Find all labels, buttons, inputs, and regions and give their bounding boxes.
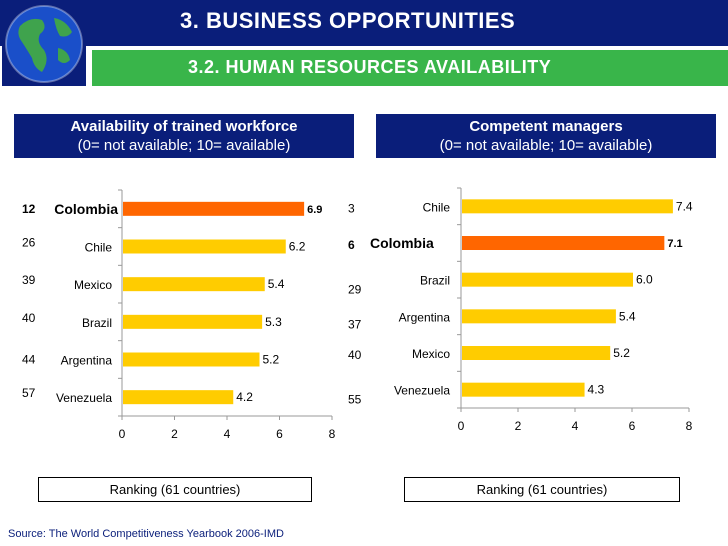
right-bar-chart: 0 2 4 6 8 7.4 Chile 3 7.1 Colombia 6 6.0 Brazil 29 5.4… bbox=[348, 187, 693, 433]
bar bbox=[462, 382, 585, 397]
bar bbox=[462, 199, 673, 214]
category-label: Mexico bbox=[412, 347, 450, 361]
x-tick-label: 2 bbox=[171, 427, 178, 441]
category-label: Colombia bbox=[54, 201, 118, 217]
data-label: 5.4 bbox=[619, 309, 636, 323]
ranking-label: 3 bbox=[348, 201, 355, 215]
ranking-label: 44 bbox=[22, 353, 36, 367]
bar bbox=[123, 390, 234, 405]
category-label: Argentina bbox=[399, 310, 451, 324]
category-label: Venezuela bbox=[56, 391, 112, 405]
right-ranking-caption: Ranking (61 countries) bbox=[404, 477, 680, 502]
data-label: 5.2 bbox=[263, 353, 280, 367]
source-note: Source: The World Competitiveness Yearbo… bbox=[8, 528, 284, 540]
page-title: 3. BUSINESS OPPORTUNITIES bbox=[180, 8, 516, 33]
left-chart-subtitle: (0= not available; 10= available) bbox=[77, 137, 291, 154]
x-tick-label: 0 bbox=[458, 419, 465, 433]
data-label: 6.0 bbox=[636, 273, 653, 287]
ranking-label: 6 bbox=[348, 238, 355, 252]
ranking-label: 12 bbox=[22, 202, 36, 216]
header-bar bbox=[0, 0, 728, 46]
bar bbox=[123, 239, 286, 254]
category-label: Argentina bbox=[61, 354, 113, 368]
ranking-label: 55 bbox=[348, 393, 362, 407]
ranking-label: 29 bbox=[348, 283, 362, 297]
bar bbox=[462, 236, 665, 250]
right-chart-subtitle: (0= not available; 10= available) bbox=[439, 137, 653, 154]
data-label: 5.4 bbox=[268, 277, 285, 291]
bar bbox=[462, 272, 633, 287]
bar bbox=[123, 314, 263, 329]
bar bbox=[123, 201, 305, 216]
left-ranking-caption: Ranking (61 countries) bbox=[38, 477, 312, 502]
subtitle-band bbox=[92, 50, 728, 86]
category-label: Venezuela bbox=[394, 384, 450, 398]
left-chart-title: Availability of trained workforce bbox=[70, 118, 298, 135]
bar bbox=[123, 277, 265, 292]
left-bar-chart: 0 2 4 6 8 6.9 Colombia 12 6.2 Chile 26 5.4 Mexico 39 5… bbox=[22, 189, 336, 441]
data-label: 4.2 bbox=[236, 390, 253, 404]
bar bbox=[462, 346, 611, 360]
x-tick-label: 2 bbox=[515, 419, 522, 433]
bar bbox=[123, 352, 260, 367]
data-label: 5.2 bbox=[613, 346, 630, 360]
ranking-label: 26 bbox=[22, 236, 36, 250]
category-label: Brazil bbox=[420, 274, 450, 288]
data-label: 7.1 bbox=[667, 238, 682, 250]
x-tick-label: 0 bbox=[119, 427, 126, 441]
data-label: 4.3 bbox=[588, 383, 605, 397]
data-label: 6.2 bbox=[289, 240, 306, 254]
category-label: Brazil bbox=[82, 316, 112, 330]
ranking-label: 57 bbox=[22, 386, 36, 400]
ranking-label: 40 bbox=[348, 348, 362, 362]
globe-icon bbox=[2, 2, 86, 86]
category-label: Colombia bbox=[370, 235, 434, 251]
category-label: Chile bbox=[85, 241, 113, 255]
x-tick-label: 6 bbox=[629, 419, 636, 433]
x-tick-label: 4 bbox=[224, 427, 231, 441]
x-tick-label: 4 bbox=[572, 419, 579, 433]
category-label: Chile bbox=[423, 200, 451, 214]
data-label: 6.9 bbox=[307, 204, 322, 216]
ranking-label: 40 bbox=[22, 311, 36, 325]
ranking-label: 37 bbox=[348, 317, 362, 331]
x-tick-label: 8 bbox=[686, 419, 693, 433]
data-label: 5.3 bbox=[265, 315, 282, 329]
data-label: 7.4 bbox=[676, 199, 693, 213]
bar bbox=[462, 309, 616, 324]
left-chart-title-box: Availability of trained workforce (0= no… bbox=[14, 114, 354, 158]
right-chart-title-box: Competent managers (0= not available; 10… bbox=[376, 114, 716, 158]
category-label: Mexico bbox=[74, 278, 112, 292]
x-tick-label: 8 bbox=[329, 427, 336, 441]
ranking-label: 39 bbox=[22, 273, 36, 287]
right-chart-title: Competent managers bbox=[469, 118, 623, 135]
x-tick-label: 6 bbox=[276, 427, 283, 441]
page-subtitle: 3.2. HUMAN RESOURCES AVAILABILITY bbox=[188, 57, 552, 77]
